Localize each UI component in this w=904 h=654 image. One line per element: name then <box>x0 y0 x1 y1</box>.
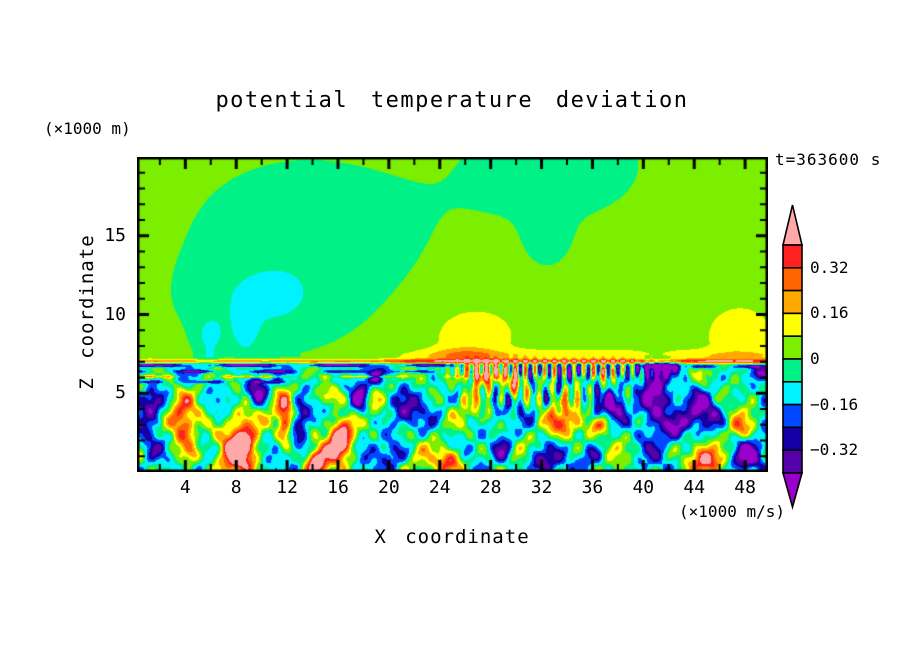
colorbar-box <box>782 335 803 360</box>
x-tick-label: 48 <box>734 477 756 498</box>
x-tick-label: 24 <box>428 477 451 498</box>
colorbar-box <box>782 403 803 429</box>
chart-title: potential temperature deviation <box>215 88 689 113</box>
timestamp: t=363600 s <box>775 150 882 169</box>
x-tick-label: 12 <box>276 477 298 498</box>
colorbar-box <box>782 312 803 338</box>
colorbar <box>781 204 804 510</box>
colorbar-label: −0.32 <box>810 440 859 460</box>
y-axis-label: Z coordinate <box>76 234 98 390</box>
colorbar-under-arrow <box>781 472 804 510</box>
x-tick-label: 4 <box>179 477 191 498</box>
y-tick-label: 15 <box>104 224 126 246</box>
colorbar-box <box>782 267 803 292</box>
y-axis-units: (×1000 m) <box>44 119 131 138</box>
colorbar-over-arrow <box>781 204 804 246</box>
x-axis-units: (×1000 m/s) <box>679 502 785 521</box>
x-tick-label: 16 <box>327 477 349 498</box>
x-tick-label: 36 <box>581 477 604 498</box>
x-tick-label: 32 <box>530 477 553 498</box>
x-tick-label: 28 <box>479 477 502 498</box>
x-tick-label: 20 <box>378 477 400 498</box>
y-tick-label: 5 <box>115 382 126 404</box>
x-tick-label: 8 <box>230 477 242 498</box>
colorbar-box <box>782 289 803 315</box>
colorbar-box <box>782 426 803 451</box>
colorbar-label: −0.16 <box>810 394 859 414</box>
colorbar-box <box>782 358 803 383</box>
contour-plot-canvas <box>137 157 768 472</box>
colorbar-box <box>782 381 803 406</box>
x-axis-label: X coordinate <box>374 526 530 548</box>
y-tick-label: 10 <box>104 303 126 325</box>
colorbar-label: 0 <box>810 349 820 368</box>
colorbar-box <box>782 244 803 269</box>
x-tick-label: 40 <box>632 477 655 498</box>
colorbar-label: 0.32 <box>810 257 849 277</box>
colorbar-label: 0.16 <box>810 303 849 323</box>
colorbar-box <box>782 449 803 474</box>
x-tick-label: 44 <box>683 477 706 498</box>
